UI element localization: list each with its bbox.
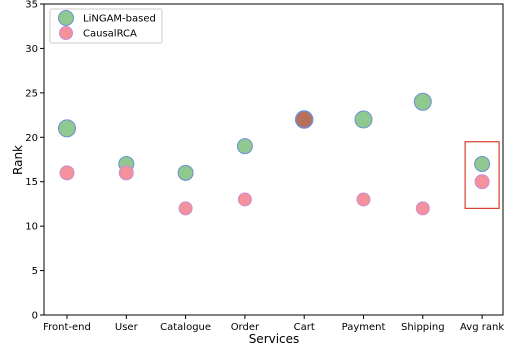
point-overlap: [294, 110, 314, 129]
y-tick-label: 10: [25, 222, 38, 233]
x-tick-label: Payment: [342, 322, 386, 333]
plot-frame: [43, 3, 504, 316]
point-causalrca: [59, 165, 75, 181]
legend-label: CausalRCA: [83, 29, 137, 40]
point-lingam: [236, 138, 253, 155]
point-causalrca: [474, 174, 490, 190]
point-causalrca: [237, 192, 252, 207]
y-tick-label: 15: [25, 177, 38, 188]
y-tick-label: 35: [25, 0, 38, 11]
axes: 0 5 10 15 20 25 30 35 Front-end User Catalogue Orde…: [25, 0, 504, 333]
x-tick-label: Avg rank: [460, 322, 504, 333]
point-causalrca: [178, 201, 193, 216]
y-tick-label: 25: [25, 88, 38, 99]
legend-marker: [58, 10, 74, 26]
x-tick-label: Front-end: [43, 322, 91, 333]
point-causalrca: [118, 165, 134, 181]
point-causalrca: [415, 201, 430, 216]
legend-frame: [49, 8, 163, 44]
y-axis-label: Rank: [11, 145, 25, 175]
legend-marker: [59, 26, 73, 40]
point-lingam: [58, 119, 76, 138]
legend: LiNGAM-based CausalRCA: [49, 8, 163, 44]
y-tick-label: 30: [25, 44, 38, 55]
point-lingam: [177, 164, 194, 181]
point-causalrca: [356, 192, 371, 207]
point-lingam: [413, 92, 432, 111]
x-tick-label: Order: [231, 322, 260, 333]
x-tick-label: User: [115, 322, 139, 333]
plot-area: [58, 92, 500, 216]
y-tick-label: 0: [32, 311, 38, 322]
x-tick-label: Cart: [294, 322, 315, 333]
y-tick-label: 5: [32, 266, 38, 277]
x-axis-label: Services: [249, 332, 300, 346]
highlight-box: [464, 141, 500, 209]
point-lingam: [354, 110, 373, 129]
x-tick-label: Catalogue: [160, 322, 211, 333]
point-lingam: [474, 155, 491, 172]
y-tick-label: 20: [25, 133, 38, 144]
x-tick-label: Shipping: [401, 322, 445, 333]
legend-label: LiNGAM-based: [83, 14, 156, 25]
